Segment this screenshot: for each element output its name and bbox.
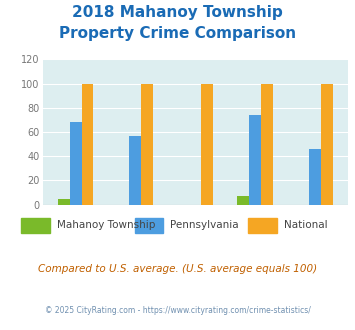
Text: Property Crime Comparison: Property Crime Comparison [59,26,296,41]
Bar [58,199,70,205]
Text: 2018 Mahanoy Township: 2018 Mahanoy Township [72,5,283,20]
Bar [249,115,261,205]
Text: Pennsylvania: Pennsylvania [170,220,239,230]
Bar [201,83,213,205]
Bar [82,83,93,205]
Bar [309,149,321,205]
Bar [130,136,141,205]
Text: Mahanoy Township: Mahanoy Township [57,220,155,230]
Bar [70,122,82,205]
Text: © 2025 CityRating.com - https://www.cityrating.com/crime-statistics/: © 2025 CityRating.com - https://www.city… [45,306,310,315]
Bar [261,83,273,205]
Text: National: National [284,220,328,230]
Text: Compared to U.S. average. (U.S. average equals 100): Compared to U.S. average. (U.S. average … [38,264,317,274]
Bar [321,83,333,205]
Bar [141,83,153,205]
Bar [237,196,249,205]
